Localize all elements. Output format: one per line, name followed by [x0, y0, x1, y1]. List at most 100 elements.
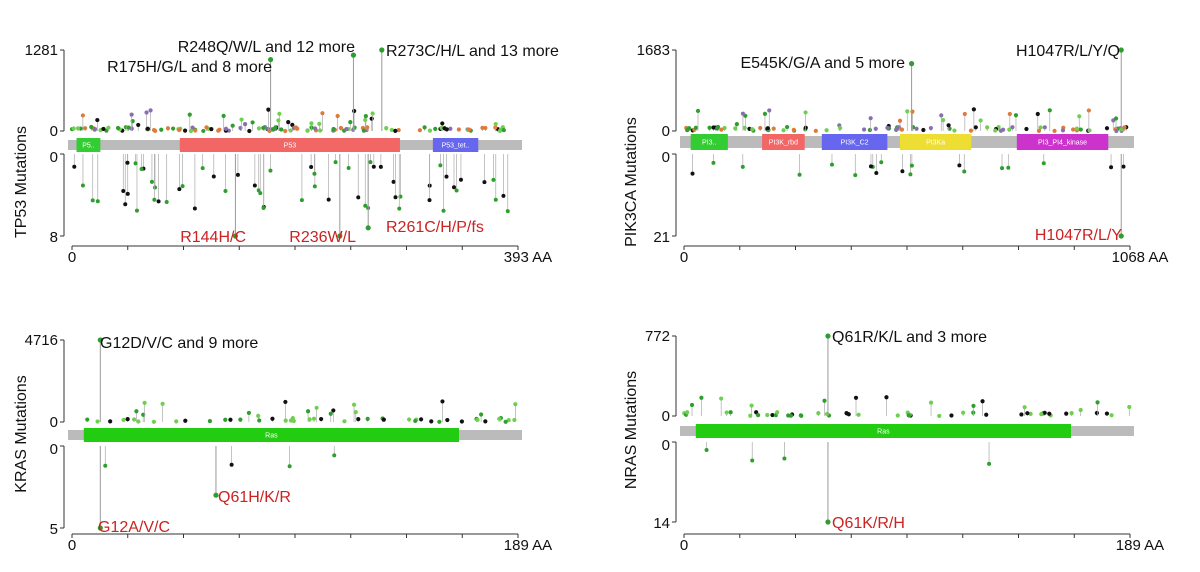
mutation-dot — [856, 412, 861, 417]
mutation-dot — [121, 417, 126, 423]
mutation-dot — [873, 126, 878, 131]
mutation-dot — [183, 418, 188, 423]
mutation-dot — [125, 417, 130, 422]
mutation-dot — [1104, 411, 1110, 416]
mutation-dot — [363, 203, 368, 208]
mutation-dot — [973, 125, 978, 130]
bottom-hotspot-label: H1047R/L/Y — [1035, 227, 1122, 244]
mutation-dot — [690, 171, 695, 176]
mutation-dot — [968, 128, 974, 133]
mutation-dot — [136, 122, 141, 128]
mutation-dot — [1047, 108, 1052, 113]
mutation-dot — [115, 125, 121, 131]
mutation-dot — [906, 413, 911, 418]
mutation-dot — [980, 399, 985, 404]
mutation-dot — [216, 128, 221, 133]
mutation-dot — [909, 163, 914, 168]
mutation-dot — [885, 125, 890, 130]
top-y-zero-label: 0 — [662, 123, 670, 140]
mutation-dot — [1042, 410, 1047, 415]
mutation-dot — [505, 209, 510, 214]
mutation-dot — [200, 166, 205, 171]
mutation-dot — [1019, 412, 1024, 417]
mutation-dot — [258, 191, 263, 196]
x-max-label: 189 AA — [504, 537, 552, 554]
mutation-dot — [188, 128, 194, 134]
domain-label: PI3Ka — [926, 140, 945, 147]
mutation-dot — [868, 116, 873, 121]
hotspot-dot — [337, 233, 343, 239]
mutation-dot — [193, 128, 198, 133]
mutation-dot — [223, 188, 228, 193]
bottom-y-max-label: 14 — [653, 515, 670, 532]
mutation-dot — [142, 400, 147, 405]
mutation-dot — [1000, 166, 1005, 171]
mutation-dot — [134, 208, 139, 213]
mutation-dot — [781, 128, 786, 133]
mutation-dot — [1007, 111, 1012, 117]
mutation-dot — [247, 128, 252, 134]
hotspot-dot — [825, 333, 831, 339]
mutation-dot — [1035, 111, 1040, 117]
mutation-dot — [1038, 125, 1043, 130]
mutation-dot — [762, 111, 768, 116]
mutation-dot — [177, 187, 182, 192]
mutation-dot — [235, 172, 240, 177]
mutation-dot — [1114, 128, 1119, 134]
domain-label: Ras — [265, 433, 278, 440]
x-max-label: 189 AA — [1116, 537, 1164, 554]
mutation-dot — [221, 113, 226, 118]
mutation-dot — [1122, 125, 1127, 130]
domain-block — [899, 134, 972, 150]
mutation-dot — [1025, 411, 1030, 416]
mutation-dot — [223, 417, 228, 422]
mutation-dot — [75, 126, 81, 131]
mutation-dot — [512, 417, 517, 423]
mutation-dot — [501, 127, 506, 133]
mutation-dot — [458, 177, 463, 182]
mutation-dot — [1109, 413, 1114, 418]
mutation-dot — [71, 126, 76, 131]
mutation-dot — [246, 410, 251, 416]
mutation-dot — [261, 206, 266, 211]
mutation-dot — [957, 163, 962, 168]
mutation-dot — [295, 126, 300, 131]
domain-block — [762, 134, 805, 150]
mutation-dot — [748, 413, 753, 418]
mutation-dot — [417, 128, 423, 133]
mutation-dot — [438, 163, 443, 168]
top-hotspot-label: Q61R/K/L and 3 more — [832, 329, 987, 346]
mutation-dot — [971, 403, 976, 408]
mutation-dot — [192, 206, 197, 211]
top-hotspot-label: R248Q/W/L and 12 more — [178, 39, 355, 56]
mutation-dot — [291, 418, 296, 424]
mutation-dot — [693, 125, 699, 130]
mutation-dot — [344, 127, 349, 132]
mutation-dot — [363, 117, 368, 123]
mutation-dot — [106, 125, 111, 130]
mutation-dot — [92, 127, 97, 132]
mutation-dot — [824, 411, 830, 417]
mutation-dot — [129, 112, 134, 117]
mutation-dot — [108, 419, 113, 424]
mutation-dot — [444, 174, 449, 179]
mutation-dot — [928, 400, 934, 405]
mutation-dot — [440, 399, 445, 404]
mutation-dot — [134, 409, 139, 414]
mutation-dot — [767, 108, 772, 113]
hotspot-dot — [365, 225, 371, 231]
mutation-dot — [695, 108, 701, 114]
mutation-dot — [445, 417, 450, 423]
top-hotspot-label: R175H/G/L and 8 more — [107, 59, 272, 76]
mutation-dot — [984, 412, 989, 417]
mutation-dot — [277, 111, 282, 116]
mutation-dot — [279, 127, 284, 132]
mutation-dot — [985, 125, 990, 130]
mutation-dot — [899, 127, 905, 132]
mutation-dot — [207, 418, 213, 424]
bottom-y-zero-label: 0 — [662, 149, 670, 166]
chart-panel-nras: 772 0 0 14 NRAS Mutations 0 189 AA Ras Q61R/K/L … — [623, 328, 1164, 554]
top-y-max-label: 1281 — [25, 42, 58, 59]
bottom-hotspot-label: R236W/L — [289, 229, 356, 246]
